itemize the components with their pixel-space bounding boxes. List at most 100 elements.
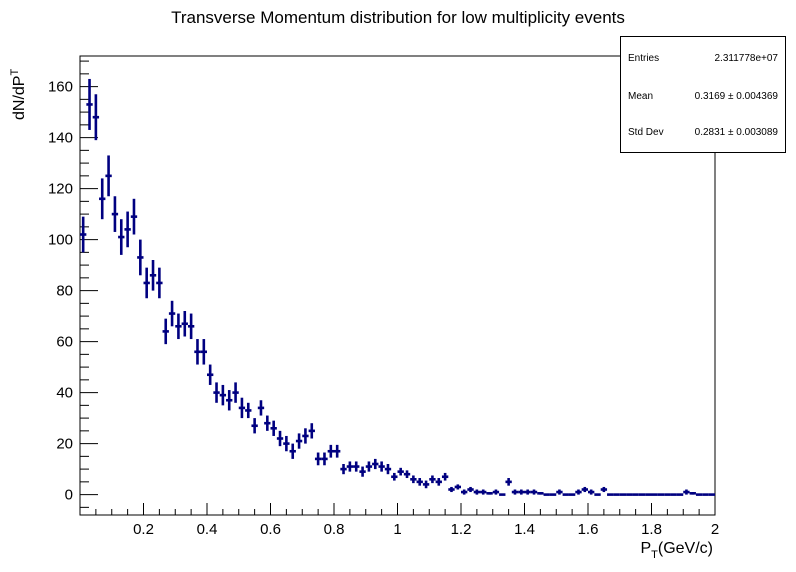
- data-point: [257, 400, 265, 416]
- data-point: [372, 458, 379, 470]
- y-tick-label: 80: [56, 283, 73, 300]
- data-point: [226, 390, 233, 411]
- x-axis-label-main: P: [640, 540, 651, 557]
- data-point: [346, 461, 354, 472]
- data-point: [588, 489, 595, 495]
- data-point: [384, 464, 392, 475]
- data-point: [130, 198, 138, 235]
- data-point: [689, 492, 696, 495]
- data-point: [353, 461, 360, 472]
- data-point: [92, 94, 100, 141]
- data-point: [397, 467, 404, 476]
- stats-std-label: Std Dev: [628, 127, 664, 138]
- data-point: [118, 219, 125, 255]
- data-point: [435, 478, 442, 486]
- data-point: [365, 461, 373, 472]
- data-point: [295, 433, 303, 449]
- chart-title: Transverse Momentum distribution for low…: [171, 8, 625, 27]
- data-point: [283, 435, 290, 452]
- data-point: [537, 492, 544, 495]
- x-tick-label: 0.8: [324, 521, 345, 538]
- x-tick-label: 0.2: [133, 521, 154, 538]
- data-point: [441, 472, 449, 481]
- data-point: [276, 430, 284, 447]
- data-point: [232, 382, 239, 403]
- data-point: [194, 339, 201, 365]
- stats-entries-row: Entries 2.311778e+07: [628, 53, 778, 64]
- data-point: [156, 267, 163, 299]
- stats-std-value: 0.2831 ± 0.003089: [694, 127, 778, 138]
- data-point: [200, 339, 207, 365]
- data-point: [524, 489, 531, 495]
- data-point: [143, 267, 150, 299]
- data-point: [454, 484, 461, 490]
- data-point: [219, 384, 227, 406]
- data-point: [518, 489, 525, 495]
- data-point: [111, 196, 119, 232]
- data-point: [340, 464, 347, 475]
- data-point: [359, 466, 366, 477]
- y-axis-label-main: dN/dP: [11, 76, 28, 120]
- data-point: [575, 489, 582, 495]
- data-point: [168, 300, 176, 327]
- data-point: [530, 489, 538, 495]
- data-point: [187, 313, 195, 340]
- x-tick-label: 1.2: [451, 521, 472, 538]
- y-tick-label: 60: [56, 334, 73, 351]
- data-point: [600, 486, 608, 493]
- data-point: [391, 472, 398, 481]
- data-point: [308, 423, 315, 439]
- x-axis-label-tail: (GeV/c): [658, 540, 713, 557]
- data-point: [581, 486, 588, 493]
- stats-mean-row: Mean 0.3169 ± 0.004369: [628, 91, 778, 102]
- data-point: [327, 444, 334, 458]
- y-tick-label: 0: [65, 487, 73, 504]
- data-point: [473, 489, 481, 495]
- data-point: [99, 178, 106, 220]
- stats-entries-label: Entries: [628, 53, 660, 64]
- data-point: [238, 397, 246, 419]
- stats-box: Entries 2.311778e+07 Mean 0.3169 ± 0.004…: [620, 36, 786, 153]
- data-point: [80, 216, 87, 253]
- y-axis: 0 20 40 60 80 100 120 140 160: [48, 60, 98, 508]
- x-axis-label-sub: T: [651, 549, 658, 561]
- data-point: [683, 489, 690, 495]
- data-point: [492, 489, 500, 495]
- stats-mean-value: 0.3169 ± 0.004369: [694, 91, 778, 102]
- y-tick-label: 20: [56, 436, 73, 453]
- data-point: [181, 311, 188, 337]
- y-tick-label: 140: [48, 130, 73, 147]
- data-point: [410, 475, 417, 484]
- data-point: [105, 155, 112, 197]
- data-point: [245, 402, 252, 419]
- x-tick-label: 1.8: [641, 521, 662, 538]
- x-tick-label: 2: [711, 521, 719, 538]
- data-point: [416, 478, 423, 486]
- data-point: [486, 492, 493, 495]
- x-tick-label: 1: [393, 521, 401, 538]
- data-point: [175, 313, 182, 340]
- data-point: [378, 461, 385, 472]
- data-point: [314, 452, 322, 466]
- data-point: [86, 78, 93, 130]
- data-point: [422, 480, 430, 489]
- y-axis-label: dN/dPT: [9, 69, 28, 120]
- stats-entries-value: 2.311778e+07: [714, 53, 779, 64]
- data-point: [251, 418, 258, 434]
- x-tick-label: 0.4: [197, 521, 218, 538]
- y-tick-label: 40: [56, 385, 73, 402]
- data-point: [264, 415, 271, 431]
- stats-std-row: Std Dev 0.2831 ± 0.003089: [628, 127, 778, 138]
- data-point: [124, 211, 131, 248]
- data-series: [80, 78, 715, 496]
- x-tick-label: 1.4: [514, 521, 535, 538]
- data-point: [448, 486, 455, 493]
- y-tick-label: 160: [48, 79, 73, 96]
- data-point: [467, 486, 474, 493]
- data-point: [461, 489, 468, 495]
- data-point: [480, 489, 487, 495]
- stats-mean-label: Mean: [628, 91, 654, 102]
- data-point: [403, 470, 411, 479]
- data-point: [556, 489, 563, 495]
